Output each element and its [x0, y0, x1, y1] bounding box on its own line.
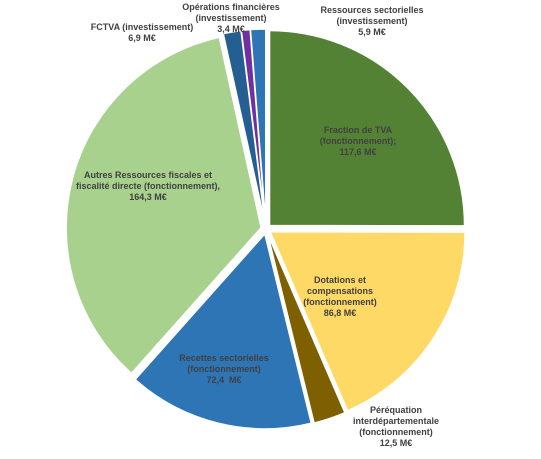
- pie-slice: [269, 230, 466, 412]
- value-label: 6,9 M€: [128, 33, 156, 43]
- value-label: 164,3 M€: [129, 192, 167, 202]
- category-label: FCTVA (investissement): [90, 22, 194, 32]
- slice-label: Recettes sectorielles (fonctionnement) 72…: [169, 353, 279, 386]
- value-label: 72,4 M€: [206, 375, 242, 385]
- pie-slice: [268, 29, 466, 227]
- value-label: 5,9 M€: [358, 27, 386, 37]
- slice-label: Fraction de TVA (fonctionnement); 117,6 M…: [303, 125, 413, 158]
- slice-label: Péréquation interdépartementale (fonctio…: [346, 405, 446, 449]
- value-label: 86,8 M€: [323, 308, 357, 318]
- slice-label: Dotations et compensations (fonctionneme…: [285, 275, 395, 319]
- category-label: Opérations financières (investissement): [182, 2, 283, 23]
- pie-slice: [65, 36, 262, 375]
- pie-slice: [249, 28, 267, 225]
- category-label: Fraction de TVA (fonctionnement);: [319, 125, 397, 146]
- value-label: 117,6 M€: [339, 147, 377, 157]
- value-label: 12,5 M€: [379, 438, 413, 448]
- category-label: Péréquation interdépartementale (fonctio…: [352, 405, 442, 437]
- pie-slice: [134, 232, 313, 430]
- slice-label: Autres Ressources fiscales et fiscalité …: [73, 170, 223, 203]
- category-label: Dotations et compensations (fonctionneme…: [303, 275, 377, 307]
- category-label: Recettes sectorielles (fonctionnement): [179, 353, 272, 374]
- category-label: Ressources sectorielles (investissement): [320, 5, 427, 26]
- pie-slice: [266, 233, 346, 425]
- category-label: Autres Ressources fiscales et fiscalité …: [75, 170, 221, 191]
- slice-label: FCTVA (investissement) 6,9 M€: [82, 22, 202, 44]
- slice-label: Ressources sectorielles (investissement)…: [317, 5, 427, 38]
- value-label: 3,4 M€: [217, 24, 245, 34]
- slice-label: Opérations financières (investissement) 3…: [176, 2, 286, 35]
